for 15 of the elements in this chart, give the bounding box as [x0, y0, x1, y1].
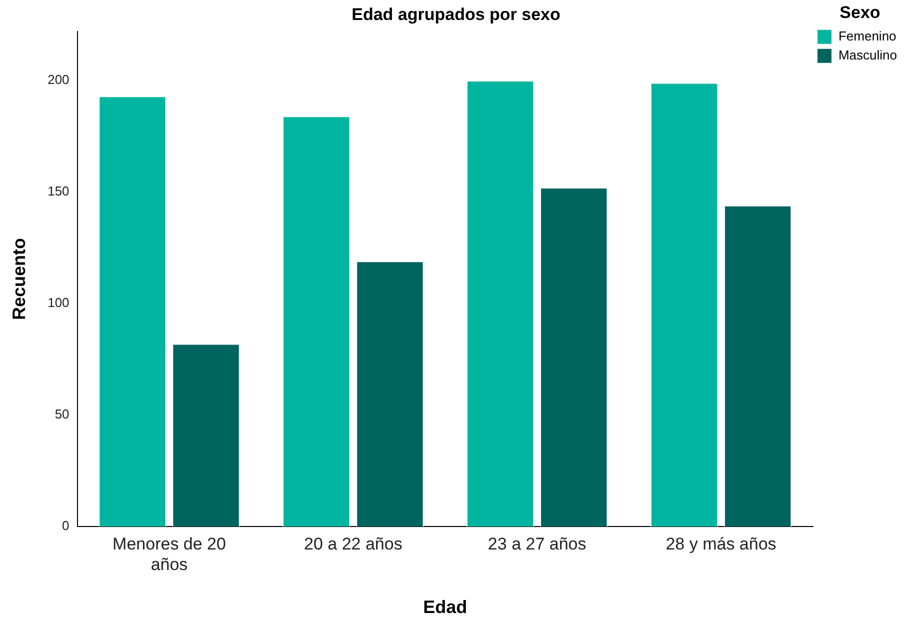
chart-title: Edad agrupados por sexo: [352, 4, 560, 24]
legend-label: Masculino: [838, 47, 898, 62]
y-tick-label: 0: [62, 518, 70, 534]
x-tick-label: 20 a 22 años: [304, 534, 402, 554]
y-axis-title: Recuento: [8, 238, 29, 320]
legend-label: Femenino: [838, 28, 896, 44]
y-tick-label: 50: [54, 406, 70, 422]
x-tick-label: 23 a 27 años: [488, 534, 586, 554]
x-tick-label: Menores de 20 años: [112, 534, 226, 574]
legend-title: Sexo: [840, 3, 880, 22]
x-axis-title: Edad: [423, 597, 468, 618]
y-tick-label: 200: [48, 72, 70, 88]
x-tick-label: 28 y más años: [666, 534, 776, 554]
y-tick-label: 100: [48, 295, 70, 310]
y-tick-label: 150: [48, 184, 70, 199]
